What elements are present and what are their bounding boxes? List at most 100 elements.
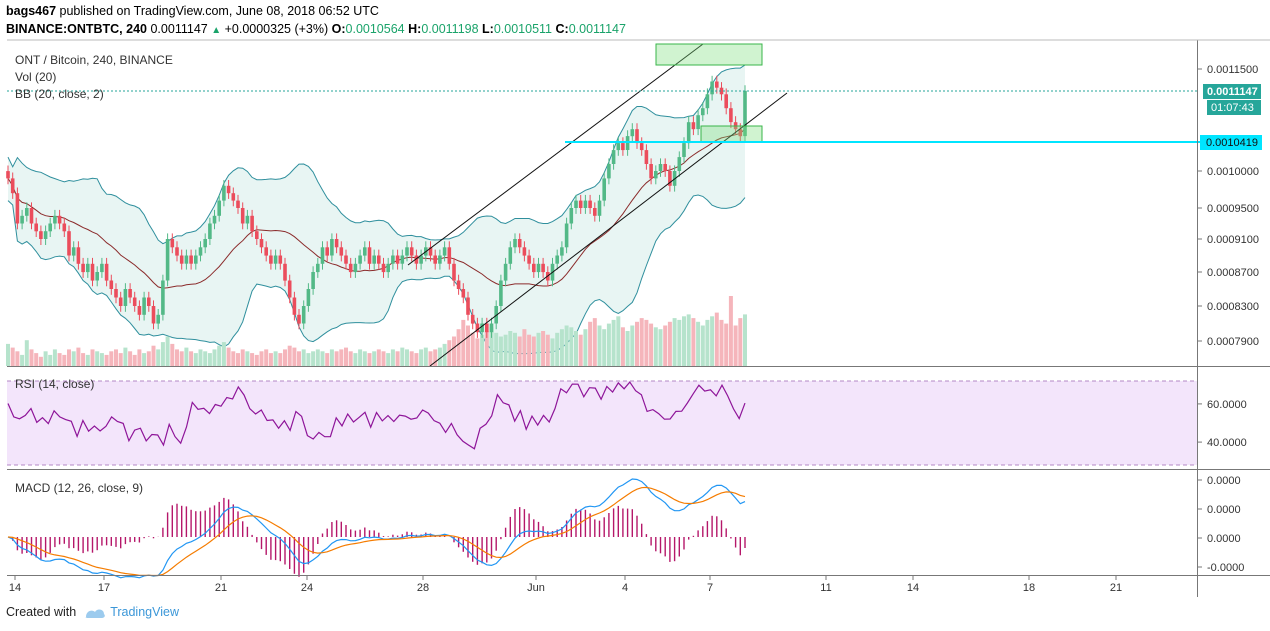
rsi-pane[interactable]: RSI (14, close) xyxy=(7,377,1197,466)
vol-indicator-label: Vol (20) xyxy=(15,70,56,84)
volume-bar xyxy=(639,318,644,366)
candle-body xyxy=(569,208,574,224)
candle-body xyxy=(489,323,494,333)
candle-body xyxy=(212,215,217,224)
channel-lower-line xyxy=(429,92,788,367)
candle-body xyxy=(442,247,447,256)
candle-body xyxy=(250,215,254,232)
candle-body xyxy=(621,143,625,151)
candle-body xyxy=(414,255,419,264)
candle-body xyxy=(358,255,362,264)
candle-body xyxy=(532,263,536,273)
volume-bar xyxy=(104,354,109,366)
footer: Created with TradingView xyxy=(6,605,179,619)
volume-bar xyxy=(325,353,330,366)
candle-body xyxy=(156,314,160,324)
volume-bar xyxy=(297,351,301,366)
candle-body xyxy=(255,231,259,239)
candle-body xyxy=(452,263,456,281)
volume-bar xyxy=(142,353,147,366)
volume-bar xyxy=(667,321,672,366)
candle-body xyxy=(71,247,76,256)
volume-bar xyxy=(67,349,71,366)
volume-bar xyxy=(466,325,470,366)
tradingview-link[interactable]: TradingView xyxy=(84,605,179,619)
candle-body xyxy=(273,255,278,264)
candle-body xyxy=(588,200,592,208)
publish-info: bags467 published on TradingView.com, Ju… xyxy=(6,4,379,18)
volume-bar xyxy=(447,340,452,366)
volume-bar xyxy=(15,351,20,366)
volume-bar xyxy=(203,351,208,366)
macd-pane[interactable]: MACD (12, 26, close, 9) xyxy=(7,478,746,579)
volume-bar xyxy=(301,349,306,366)
candle-body xyxy=(635,129,639,144)
volume-bar xyxy=(733,325,738,366)
candle-body xyxy=(283,263,287,281)
support-price-value: 0.0010419 xyxy=(1206,137,1258,149)
volume-bar xyxy=(686,314,691,366)
candle-body xyxy=(170,239,175,248)
volume-bar xyxy=(109,351,114,366)
volume-bar xyxy=(10,347,15,366)
candle-body xyxy=(76,247,81,264)
price-pane[interactable]: ONT / Bitcoin, 240, BINANCE Vol (20) BB … xyxy=(6,40,1262,367)
symbol-label: BINANCE:ONTBTC, 240 xyxy=(6,22,147,36)
candle-body xyxy=(686,122,691,144)
candle-body xyxy=(142,297,146,315)
volume-bar xyxy=(541,331,546,366)
candle-body xyxy=(363,247,367,256)
volume-bar xyxy=(620,327,625,366)
candle-body xyxy=(738,129,743,137)
volume-bar xyxy=(52,349,57,366)
volume-bar xyxy=(475,338,480,366)
volume-bar xyxy=(353,353,358,366)
volume-bar xyxy=(705,319,710,366)
candle-body xyxy=(485,323,489,333)
volume-bar xyxy=(663,325,668,366)
volume-bar xyxy=(508,331,513,366)
volume-bar xyxy=(522,329,527,366)
volume-bar xyxy=(85,354,90,366)
volume-bar xyxy=(409,351,414,366)
bb-indicator-label: BB (20, close, 2) xyxy=(15,87,104,101)
candle-body xyxy=(81,263,85,273)
candle-body xyxy=(301,306,306,324)
candle-body xyxy=(62,223,67,232)
volume-bar xyxy=(226,347,231,366)
volume-bar xyxy=(414,353,419,366)
candle-body xyxy=(438,255,442,264)
volume-bar xyxy=(714,312,719,366)
volume-bar xyxy=(513,332,517,366)
volume-bar xyxy=(358,349,363,366)
volume-bar xyxy=(569,327,574,366)
volume-bar xyxy=(710,316,715,366)
candle-body xyxy=(583,200,588,208)
candle-body xyxy=(428,247,433,256)
candle-body xyxy=(100,263,104,273)
tradingview-brand: TradingView xyxy=(110,605,179,619)
chart-canvas[interactable]: ONT / Bitcoin, 240, BINANCE Vol (20) BB … xyxy=(0,0,1270,600)
volume-bar xyxy=(348,351,353,366)
candle-body xyxy=(25,208,29,216)
volume-bar xyxy=(245,351,250,366)
candle-body xyxy=(330,239,334,256)
volume-bar xyxy=(283,349,287,366)
author-name[interactable]: bags467 xyxy=(6,4,57,18)
candle-body xyxy=(391,255,395,264)
volume-bar xyxy=(423,347,428,366)
volume-bar xyxy=(184,347,189,366)
candle-body xyxy=(508,247,513,264)
candle-body xyxy=(208,223,212,239)
candle-body xyxy=(564,223,569,248)
volume-bar xyxy=(625,331,630,366)
volume-bar xyxy=(34,353,39,366)
volume-bar xyxy=(606,323,611,366)
volume-bar xyxy=(193,353,198,366)
volume-bar xyxy=(381,351,386,366)
price-pane-title: ONT / Bitcoin, 240, BINANCE xyxy=(15,53,173,67)
x-tick-label: 7 xyxy=(707,582,713,594)
volume-bar xyxy=(118,353,123,366)
volume-bar xyxy=(527,334,532,366)
candle-body xyxy=(649,164,653,179)
